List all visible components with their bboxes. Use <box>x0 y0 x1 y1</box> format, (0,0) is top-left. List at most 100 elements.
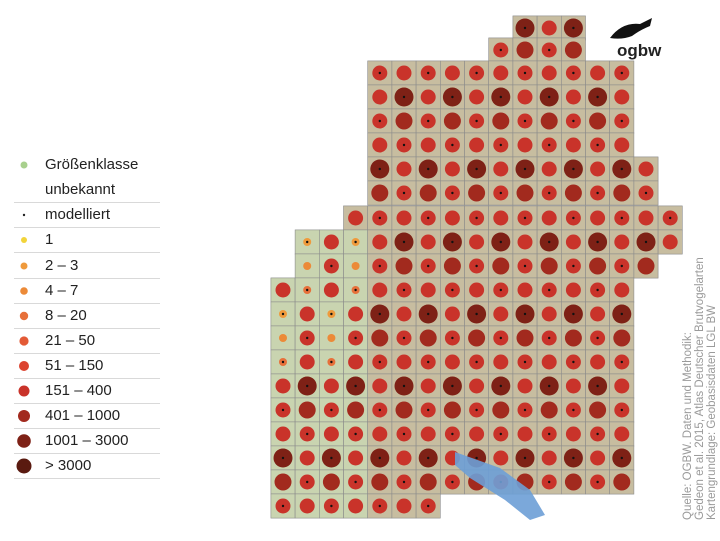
source-line: Kartengrundlage: Geobasisdaten LGL BW <box>706 305 718 520</box>
occurrence-dot <box>493 65 509 81</box>
modelled-dot <box>402 480 406 484</box>
modelled-dot <box>451 143 454 147</box>
legend-swatch <box>19 311 29 321</box>
occurrence-dot <box>638 161 654 177</box>
modelled-dot <box>548 48 551 52</box>
legend-swatch <box>18 410 30 422</box>
modelled-dot <box>306 432 309 436</box>
modelled-dot <box>669 216 672 220</box>
modelled-dot <box>523 119 527 123</box>
modelled-dot <box>620 312 623 316</box>
map-cell <box>560 397 586 423</box>
occurrence-dot <box>469 282 485 298</box>
modelled-dot <box>475 71 478 75</box>
occurrence-dot <box>396 498 412 514</box>
modelled-dot <box>451 191 454 195</box>
occurrence-dot <box>372 426 388 442</box>
modelled-dot <box>523 216 527 220</box>
occurrence-dot <box>298 401 316 419</box>
modelled-dot <box>523 71 527 75</box>
modelled-dot <box>402 240 406 244</box>
occurrence-dot <box>275 378 291 394</box>
modelled-dot <box>499 240 502 244</box>
modelled-dot <box>475 312 478 316</box>
occurrence-dot <box>564 329 582 347</box>
modelled-dot <box>620 264 623 268</box>
occurrence-dot <box>419 184 437 202</box>
legend-label: modelliert <box>45 206 111 223</box>
occurrence-dot <box>371 329 389 347</box>
legend-label: 4 – 7 <box>45 282 78 299</box>
modelled-dot <box>644 191 648 195</box>
legend-label: 8 – 20 <box>45 307 87 324</box>
source-note: Quelle: OGBW. Daten und Methodik: Gedeon … <box>682 257 718 520</box>
modelled-dot <box>330 408 333 412</box>
occurrence-dot <box>565 89 581 105</box>
occurrence-dot <box>589 257 607 275</box>
modelled-dot <box>475 216 478 220</box>
occurrence-dot <box>589 112 607 130</box>
occurrence-dot <box>638 210 654 226</box>
occurrence-dot <box>565 234 581 250</box>
occurrence-dot <box>613 329 631 347</box>
occurrence-dot <box>517 426 533 442</box>
modelled-dot <box>451 288 454 292</box>
legend-swatch <box>21 237 27 243</box>
modelled-dot <box>572 119 575 123</box>
modelled-dot <box>330 360 333 364</box>
modelled-dot <box>475 456 478 460</box>
occurrence-dot <box>564 184 582 202</box>
modelled-dot <box>596 288 599 292</box>
modelled-dot <box>306 240 309 244</box>
occurrence-dot <box>372 234 388 250</box>
modelled-dot <box>620 71 623 75</box>
modelled-dot <box>451 95 454 99</box>
occurrence-dot <box>327 334 336 342</box>
modelled-dot <box>523 26 527 30</box>
modelled-dot <box>378 408 381 412</box>
legend-label: 51 – 150 <box>45 357 103 374</box>
legend-label: 1 <box>45 231 53 248</box>
modelled-dot <box>281 504 285 508</box>
modelled-dot <box>523 456 527 460</box>
modelled-dot <box>548 480 551 484</box>
modelled-dot <box>548 240 551 244</box>
occurrence-dot <box>444 161 460 177</box>
occurrence-dot <box>469 89 485 105</box>
occurrence-dot <box>303 262 312 270</box>
modelled-dot <box>354 336 357 340</box>
modelled-dot <box>281 456 285 460</box>
occurrence-dot <box>371 184 389 202</box>
modelled-dot <box>548 191 551 195</box>
legend-label: 401 – 1000 <box>45 407 120 424</box>
legend-label: unbekannt <box>45 181 116 198</box>
modelled-dot <box>451 336 454 340</box>
legend-swatch <box>16 458 32 474</box>
modelled-dot <box>402 336 406 340</box>
occurrence-dot <box>516 329 534 347</box>
occurrence-dot <box>372 282 388 298</box>
occurrence-dot <box>614 282 630 298</box>
modelled-dot <box>596 143 599 147</box>
modelled-dot <box>378 264 381 268</box>
occurrence-dot <box>493 161 509 177</box>
map-cell <box>415 493 441 519</box>
legend-swatch <box>19 336 29 346</box>
modelled-dot <box>523 312 527 316</box>
occurrence-dot <box>492 401 510 419</box>
modelled-dot <box>427 264 430 268</box>
modelled-dot <box>402 432 406 436</box>
occurrence-dot <box>516 41 534 59</box>
occurrence-dot <box>348 450 364 466</box>
occurrence-dot <box>590 354 606 370</box>
modelled-dot <box>354 384 357 388</box>
occurrence-dot <box>299 450 315 466</box>
modelled-dot <box>427 504 430 508</box>
modelled-dot <box>427 216 430 220</box>
modelled-dot <box>572 71 575 75</box>
modelled-dot <box>475 360 478 364</box>
occurrence-dot <box>323 426 339 442</box>
modelled-dot <box>281 408 285 412</box>
occurrence-dot <box>540 112 558 130</box>
